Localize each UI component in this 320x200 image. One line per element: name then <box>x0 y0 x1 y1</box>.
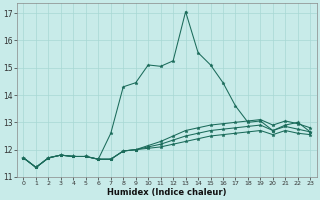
X-axis label: Humidex (Indice chaleur): Humidex (Indice chaleur) <box>107 188 227 197</box>
